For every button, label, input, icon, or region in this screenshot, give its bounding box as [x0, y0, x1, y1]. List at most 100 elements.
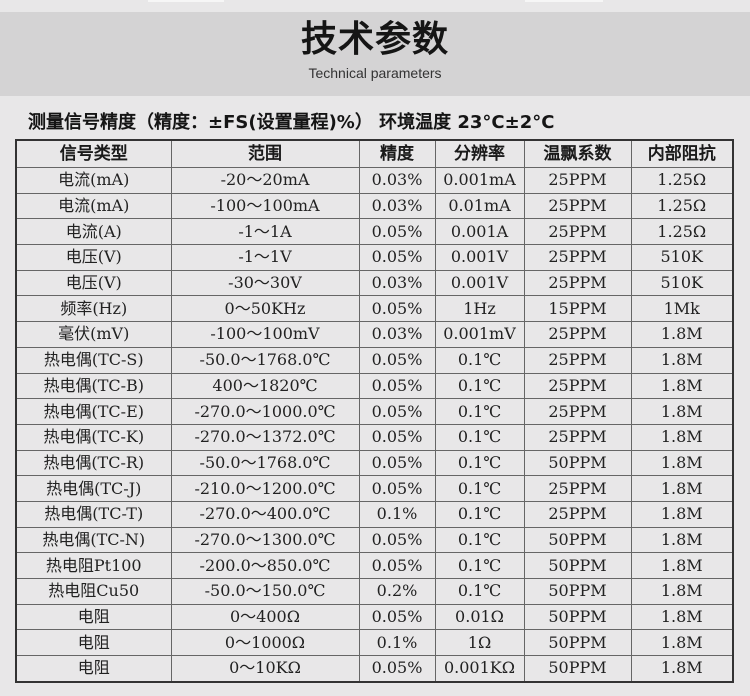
accuracy-note: 测量信号精度（精度：±FS(设置量程)%） 环境温度 23°C±2°C	[28, 112, 555, 133]
table-cell: 0.1%	[358, 629, 436, 657]
table-cell: -50.0～1768.0℃	[170, 346, 360, 374]
table-cell: 25PPM	[523, 398, 632, 425]
table-row: 热电偶(TC-B) 400～1820℃ 0.05% 0.1℃ 25PPM 1.8M	[15, 372, 734, 400]
table-cell: 电流(mA)	[15, 192, 172, 220]
table-cell: 25PPM	[523, 244, 632, 271]
table-cell: 0～10KΩ	[170, 655, 360, 683]
table-cell: 热电偶(TC-J)	[15, 475, 172, 502]
table-cell: 毫伏(mV)	[15, 321, 172, 348]
table-cell: 0.03%	[358, 192, 436, 220]
page-title: 技术参数	[300, 20, 449, 60]
table-cell: 50PPM	[523, 526, 632, 554]
table-cell: 0.001mA	[434, 167, 525, 194]
table-cell: -270.0～1372.0℃	[170, 423, 360, 451]
table-cell: 0.001V	[434, 269, 525, 297]
table-cell: 50PPM	[523, 578, 632, 605]
table-cell: 电阻	[15, 629, 172, 657]
table-cell: 0.05%	[358, 398, 436, 425]
table-cell: 0.1℃	[434, 423, 525, 451]
table-cell: 50PPM	[523, 603, 632, 631]
table-cell: 25PPM	[523, 192, 632, 220]
table-cell: 25PPM	[523, 475, 632, 502]
table-cell: 1.8M	[630, 629, 734, 657]
title-band	[0, 12, 750, 96]
table-cell: 25PPM	[523, 372, 632, 400]
column-header: 分辨率	[434, 139, 525, 168]
column-header: 内部阻抗	[630, 139, 734, 168]
table-row: 热电偶(TC-R) -50.0～1768.0℃ 0.05% 0.1℃ 50PPM 1.8M	[15, 449, 734, 477]
table-cell: 热电阻Pt100	[15, 552, 172, 579]
table-cell: 1.25Ω	[630, 167, 734, 194]
table-row: 热电偶(TC-S) -50.0～1768.0℃ 0.05% 0.1℃ 25PPM 1.8M	[15, 346, 734, 374]
table-row: 电流(mA) -100～100mA 0.03% 0.01mA 25PPM 1.25Ω	[15, 192, 734, 220]
table-cell: 510K	[630, 269, 734, 297]
table-cell: 电流(A)	[15, 218, 172, 246]
table-cell: 25PPM	[523, 500, 632, 528]
table-cell: 电压(V)	[15, 244, 172, 271]
table-cell: 25PPM	[523, 269, 632, 297]
table-cell: -50.0～1768.0℃	[170, 449, 360, 477]
table-row: 电阻 0～1000Ω 0.1% 1Ω 50PPM 1.8M	[15, 629, 734, 657]
table-cell: 1Ω	[434, 629, 525, 657]
table-cell: 0.03%	[358, 269, 436, 297]
table-cell: 0～400Ω	[170, 603, 360, 631]
table-cell: 热电偶(TC-S)	[15, 346, 172, 374]
table-row: 电流(mA) -20～20mA 0.03% 0.001mA 25PPM 1.25Ω	[15, 167, 734, 194]
table-cell: -1～1V	[170, 244, 360, 271]
table-row: 热电偶(TC-N) -270.0～1300.0℃ 0.05% 0.1℃ 50PPM 1.8…	[15, 526, 734, 554]
table-cell: 15PPM	[523, 295, 632, 323]
table-cell: 0.01Ω	[434, 603, 525, 631]
table-cell: 1.8M	[630, 578, 734, 605]
table-cell: 0.05%	[358, 295, 436, 323]
table-cell: 热电偶(TC-B)	[15, 372, 172, 400]
table-cell: 1.8M	[630, 475, 734, 502]
table-cell: 25PPM	[523, 321, 632, 348]
table-cell: 1.8M	[630, 346, 734, 374]
table-cell: 电压(V)	[15, 269, 172, 297]
table-cell: 510K	[630, 244, 734, 271]
table-row: 毫伏(mV) -100～100mV 0.03% 0.001mV 25PPM 1.8M	[15, 321, 734, 348]
table-cell: 热电偶(TC-E)	[15, 398, 172, 425]
table-cell: 1.8M	[630, 552, 734, 579]
column-header: 温飘系数	[523, 139, 632, 168]
table-cell: 25PPM	[523, 167, 632, 194]
table-cell: 0.05%	[358, 423, 436, 451]
table-cell: -20～20mA	[170, 167, 360, 194]
table-cell: 25PPM	[523, 218, 632, 246]
table-cell: 0.1℃	[434, 398, 525, 425]
table-cell: 0.03%	[358, 167, 436, 194]
table-row: 电阻 0～10KΩ 0.05% 0.001KΩ 50PPM 1.8M	[15, 655, 734, 683]
table-cell: 0.001A	[434, 218, 525, 246]
spec-table: 信号类型 范围 精度 分辨率 温飘系数 内部阻抗 电流(mA) -20～20mA 0.03% 0…	[15, 139, 734, 683]
table-row: 电流(A) -1～1A 0.05% 0.001A 25PPM 1.25Ω	[15, 218, 734, 246]
table-cell: 25PPM	[523, 346, 632, 374]
column-header: 范围	[170, 139, 360, 168]
table-row: 频率(Hz) 0～50KHz 0.05% 1Hz 15PPM 1Mk	[15, 295, 734, 323]
table-row: 热电偶(TC-J) -210.0～1200.0℃ 0.05% 0.1℃ 25PPM 1.8…	[15, 475, 734, 502]
table-cell: 0.03%	[358, 321, 436, 348]
table-cell: 1.8M	[630, 321, 734, 348]
table-cell: 0.1℃	[434, 372, 525, 400]
table-cell: 0.01mA	[434, 192, 525, 220]
top-edge-mark	[525, 0, 603, 2]
table-cell: 热电偶(TC-N)	[15, 526, 172, 554]
table-cell: 0.05%	[358, 552, 436, 579]
table-row: 热电偶(TC-E) -270.0～1000.0℃ 0.05% 0.1℃ 25PPM 1.8…	[15, 398, 734, 425]
table-cell: 电流(mA)	[15, 167, 172, 194]
table-cell: 0.1℃	[434, 526, 525, 554]
table-cell: 0.05%	[358, 603, 436, 631]
table-row: 热电偶(TC-T) -270.0～400.0℃ 0.1% 0.1℃ 25PPM 1.8M	[15, 500, 734, 528]
table-cell: 热电阻Cu50	[15, 578, 172, 605]
table-cell: 50PPM	[523, 655, 632, 683]
table-row: 热电阻Cu50 -50.0～150.0℃ 0.2% 0.1℃ 50PPM 1.8M	[15, 578, 734, 605]
table-cell: 0.05%	[358, 346, 436, 374]
table-cell: 0.05%	[358, 449, 436, 477]
table-cell: 热电偶(TC-R)	[15, 449, 172, 477]
table-cell: 0.001mV	[434, 321, 525, 348]
table-cell: 1.25Ω	[630, 218, 734, 246]
table-cell: -50.0～150.0℃	[170, 578, 360, 605]
table-row: 电阻 0～400Ω 0.05% 0.01Ω 50PPM 1.8M	[15, 603, 734, 631]
table-cell: 0～1000Ω	[170, 629, 360, 657]
table-header: 信号类型 范围 精度 分辨率 温飘系数 内部阻抗	[15, 139, 734, 168]
table-cell: 1.8M	[630, 526, 734, 554]
